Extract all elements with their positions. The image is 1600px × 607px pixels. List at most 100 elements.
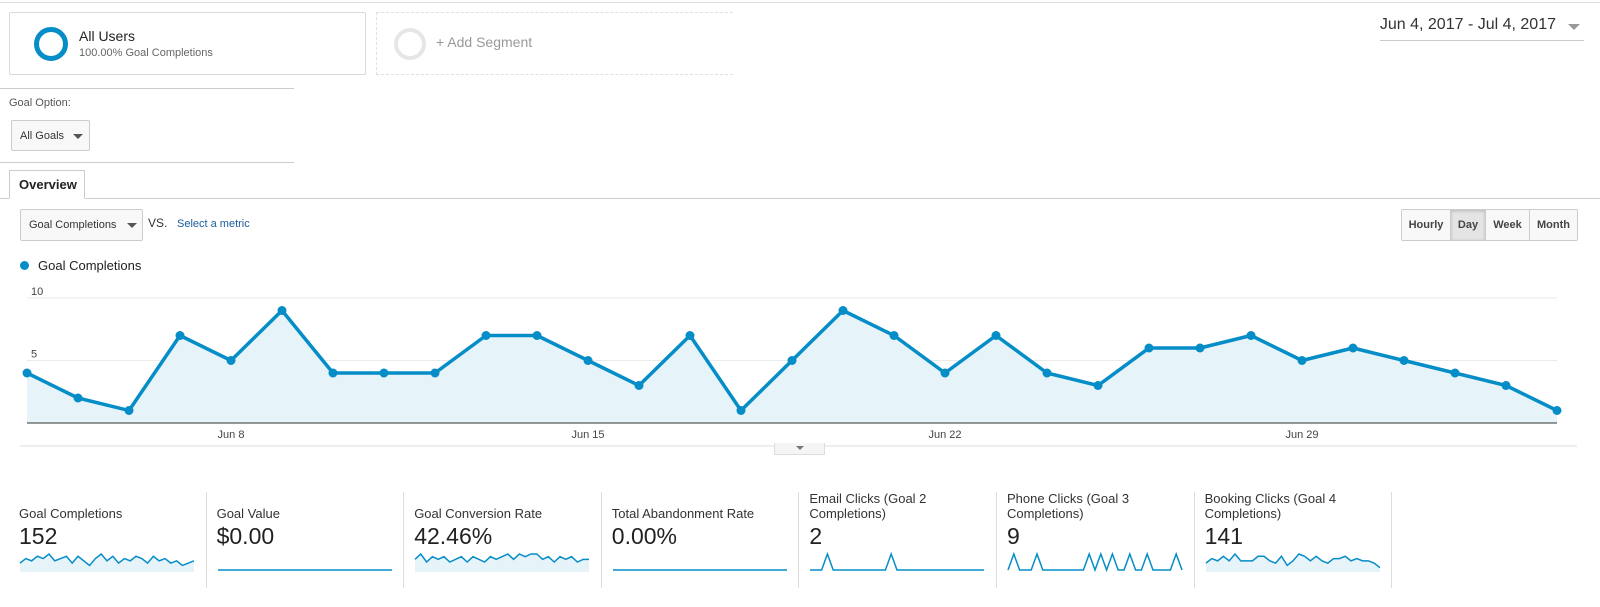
metric-tile[interactable]: Goal Value $0.00 bbox=[207, 492, 405, 588]
legend-dot-icon bbox=[20, 261, 29, 270]
metric-tile[interactable]: Total Abandonment Rate 0.00% bbox=[602, 492, 800, 588]
sparkline bbox=[1007, 552, 1183, 572]
metric-tile-label: Email Clicks (Goal 2 Completions) bbox=[809, 491, 927, 521]
chevron-down-icon bbox=[1568, 24, 1580, 30]
data-point bbox=[1093, 381, 1103, 390]
metric-tile-value: 42.46% bbox=[414, 523, 493, 549]
data-point bbox=[430, 368, 440, 378]
chevron-down-icon bbox=[796, 446, 804, 450]
goal-option-value: All Goals bbox=[20, 130, 65, 142]
data-point bbox=[124, 406, 134, 415]
data-point bbox=[991, 331, 1001, 340]
metric-tile[interactable]: Email Clicks (Goal 2 Completions) 2 bbox=[799, 491, 997, 588]
select-metric-link[interactable]: Select a metric bbox=[177, 218, 250, 230]
chevron-down-icon bbox=[127, 223, 137, 228]
data-point bbox=[226, 356, 236, 365]
data-point bbox=[175, 331, 185, 340]
chevron-down-icon bbox=[73, 134, 83, 139]
legend-label: Goal Completions bbox=[38, 258, 142, 273]
add-segment-button[interactable]: + Add Segment bbox=[376, 12, 733, 75]
tab-divider bbox=[0, 198, 1600, 199]
sparkline-line bbox=[1205, 552, 1381, 569]
goal-option-label: Goal Option: bbox=[9, 97, 71, 109]
data-point bbox=[1348, 343, 1358, 353]
empty-segment-icon bbox=[394, 28, 426, 60]
top-divider bbox=[0, 2, 1600, 3]
metric-tile-value: 0.00% bbox=[611, 523, 677, 549]
data-point bbox=[736, 406, 746, 415]
data-point bbox=[532, 331, 542, 340]
segment-subtitle: 100.00% Goal Completions bbox=[79, 47, 213, 59]
sparkline bbox=[217, 569, 392, 571]
sparkline bbox=[19, 552, 195, 572]
metric-tile-value: $0.00 bbox=[216, 523, 275, 549]
x-tick-label: Jun 22 bbox=[928, 429, 961, 441]
sparkline-line bbox=[414, 552, 590, 564]
sparkline-line bbox=[1007, 552, 1183, 572]
tab-overview[interactable]: Overview bbox=[9, 170, 85, 199]
data-point bbox=[787, 356, 797, 365]
metric-tiles: Goal Completions 152 Goal Value $0.00 Go… bbox=[9, 491, 1393, 588]
data-point bbox=[481, 331, 491, 340]
sparkline bbox=[612, 569, 787, 571]
metric-tile[interactable]: Phone Clicks (Goal 3 Completions) 9 bbox=[997, 491, 1195, 588]
data-point bbox=[685, 331, 695, 340]
data-point bbox=[1144, 343, 1154, 353]
add-segment-label: + Add Segment bbox=[436, 34, 533, 50]
range-month-button[interactable]: Month bbox=[1530, 210, 1577, 240]
data-point bbox=[1246, 331, 1256, 340]
data-point bbox=[583, 356, 593, 365]
goal-completions-chart[interactable]: 10 5 Jun 8 Jun 15 Jun 22 Jun 29 bbox=[0, 278, 1600, 448]
range-week-button[interactable]: Week bbox=[1486, 210, 1530, 240]
goal-option-select[interactable]: All Goals bbox=[11, 120, 90, 151]
sparkline-line bbox=[19, 552, 195, 567]
metric-tile[interactable]: Goal Conversion Rate 42.46% bbox=[404, 492, 602, 588]
data-point bbox=[634, 381, 644, 390]
data-point bbox=[1399, 356, 1409, 365]
metric-tile-label: Phone Clicks (Goal 3 Completions) bbox=[1006, 491, 1130, 521]
metric-tile-value: 2 bbox=[809, 523, 823, 549]
metric-tile[interactable]: Goal Completions 152 bbox=[9, 492, 207, 588]
metric-tile-label: Goal Conversion Rate bbox=[414, 506, 543, 521]
sparkline bbox=[810, 552, 985, 571]
data-point bbox=[1042, 368, 1052, 378]
x-tick-label: Jun 29 bbox=[1285, 429, 1318, 441]
data-point bbox=[1501, 381, 1511, 390]
y-tick-label: 5 bbox=[31, 349, 37, 361]
data-point bbox=[838, 306, 848, 315]
y-tick-label: 10 bbox=[31, 286, 43, 298]
metric-select-value: Goal Completions bbox=[29, 219, 117, 231]
metric-tile-label: Goal Value bbox=[216, 506, 280, 521]
date-range-label: Jun 4, 2017 - Jul 4, 2017 bbox=[1379, 16, 1556, 33]
metric-tile-value: 152 bbox=[19, 523, 58, 549]
range-day-button[interactable]: Day bbox=[1451, 210, 1486, 240]
range-hourly-button[interactable]: Hourly bbox=[1402, 210, 1451, 240]
data-point bbox=[328, 368, 338, 378]
sparkline-area bbox=[1205, 554, 1380, 572]
data-point bbox=[277, 306, 287, 315]
sparkline-area bbox=[20, 554, 194, 572]
divider bbox=[0, 88, 294, 89]
data-point bbox=[379, 368, 389, 378]
sparkline bbox=[1205, 552, 1381, 572]
segment-all-users[interactable]: All Users 100.00% Goal Completions bbox=[9, 12, 366, 75]
vs-label: VS. bbox=[148, 216, 168, 230]
metric-tile[interactable]: Booking Clicks (Goal 4 Completions) 141 bbox=[1195, 491, 1393, 588]
data-point bbox=[1195, 343, 1205, 353]
date-range-picker[interactable]: Jun 4, 2017 - Jul 4, 2017 bbox=[1379, 16, 1584, 41]
time-range-buttons: Hourly Day Week Month bbox=[1401, 209, 1578, 241]
segment-title: All Users bbox=[79, 28, 136, 44]
segment-donut-icon bbox=[34, 27, 68, 61]
metric-tile-value: 141 bbox=[1204, 523, 1243, 549]
metric-tile-value: 9 bbox=[1006, 523, 1020, 549]
metric-tile-label: Booking Clicks (Goal 4 Completions) bbox=[1204, 491, 1337, 521]
metric-tile-label: Goal Completions bbox=[19, 506, 123, 521]
series-area bbox=[27, 310, 1557, 423]
chart-collapse-toggle[interactable] bbox=[774, 443, 825, 455]
data-point bbox=[73, 393, 83, 403]
x-tick-label: Jun 15 bbox=[571, 429, 604, 441]
data-point bbox=[1552, 406, 1562, 415]
metric-select[interactable]: Goal Completions bbox=[20, 209, 143, 241]
data-point bbox=[22, 368, 32, 378]
sparkline-line bbox=[810, 552, 985, 571]
